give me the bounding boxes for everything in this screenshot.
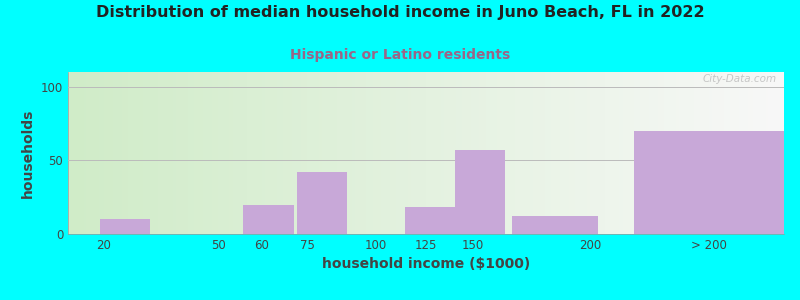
- Bar: [243, 205, 294, 234]
- Text: Hispanic or Latino residents: Hispanic or Latino residents: [290, 48, 510, 62]
- Text: Distribution of median household income in Juno Beach, FL in 2022: Distribution of median household income …: [96, 4, 704, 20]
- Text: City-Data.com: City-Data.com: [702, 74, 777, 84]
- Bar: [100, 219, 150, 234]
- Bar: [454, 150, 505, 234]
- Bar: [297, 172, 347, 234]
- Y-axis label: households: households: [22, 108, 35, 198]
- X-axis label: household income ($1000): household income ($1000): [322, 257, 530, 272]
- Bar: [512, 216, 598, 234]
- Bar: [405, 208, 454, 234]
- Bar: [634, 131, 784, 234]
